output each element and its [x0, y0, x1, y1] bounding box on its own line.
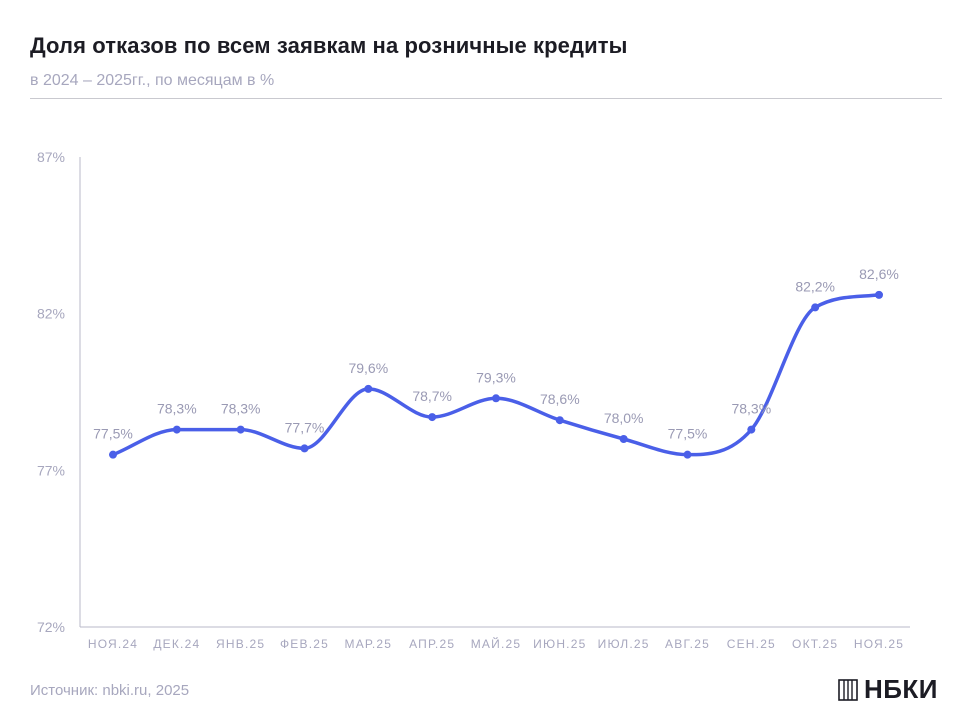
y-tick-label: 82%	[37, 306, 65, 322]
y-tick-label: 72%	[37, 619, 65, 635]
nbki-logo: НБКИ	[838, 674, 938, 705]
source-note: Источник: nbki.ru, 2025	[30, 682, 190, 699]
y-tick-label: 87%	[37, 149, 65, 165]
x-tick-label: НОЯ.24	[88, 637, 138, 651]
data-label: 78,3%	[157, 401, 197, 417]
data-label: 82,6%	[859, 266, 899, 282]
x-tick-label: ДЕК.24	[153, 637, 200, 651]
data-point	[492, 394, 500, 403]
data-label: 78,7%	[412, 388, 452, 404]
x-tick-label: ЯНВ.25	[216, 637, 265, 651]
data-point	[811, 303, 820, 312]
data-label: 77,5%	[93, 426, 133, 442]
x-tick-label: ИЮН.25	[533, 637, 586, 651]
data-label: 78,0%	[604, 410, 644, 426]
data-label: 77,7%	[285, 419, 325, 435]
data-label: 78,6%	[540, 391, 580, 407]
logo-mark-icon	[838, 678, 858, 701]
data-label: 79,3%	[476, 369, 516, 385]
logo-text: НБКИ	[863, 674, 938, 704]
x-tick-label: НОЯ.25	[854, 637, 904, 651]
x-tick-label: АВГ.25	[665, 637, 710, 651]
data-point	[555, 416, 564, 425]
data-point	[109, 450, 117, 459]
data-label: 78,3%	[731, 401, 771, 417]
data-point	[875, 290, 883, 299]
data-point	[172, 425, 181, 434]
data-label: 77,5%	[668, 426, 708, 442]
x-tick-label: АПР.25	[409, 637, 455, 651]
y-tick-label: 77%	[37, 462, 65, 478]
data-point	[747, 425, 756, 434]
data-point	[619, 435, 628, 443]
x-tick-label: ОКТ.25	[792, 637, 838, 651]
x-tick-label: МАР.25	[345, 637, 393, 651]
data-point	[236, 425, 245, 434]
header-divider	[30, 98, 942, 99]
data-label: 82,2%	[795, 278, 835, 294]
data-label: 79,6%	[348, 360, 388, 376]
x-tick-label: ФЕВ.25	[280, 637, 329, 651]
x-tick-label: ИЮЛ.25	[598, 637, 650, 651]
data-point	[683, 450, 692, 459]
data-point	[300, 444, 309, 453]
x-tick-label: СЕН.25	[727, 637, 776, 651]
data-label: 78,3%	[221, 401, 261, 417]
chart-subtitle: в 2024 – 2025гг., по месяцам в %	[30, 72, 275, 89]
chart-title: Доля отказов по всем заявкам на розничны…	[30, 33, 628, 58]
data-point	[428, 413, 437, 422]
x-tick-label: МАЙ.25	[471, 636, 522, 651]
data-point	[364, 384, 373, 393]
